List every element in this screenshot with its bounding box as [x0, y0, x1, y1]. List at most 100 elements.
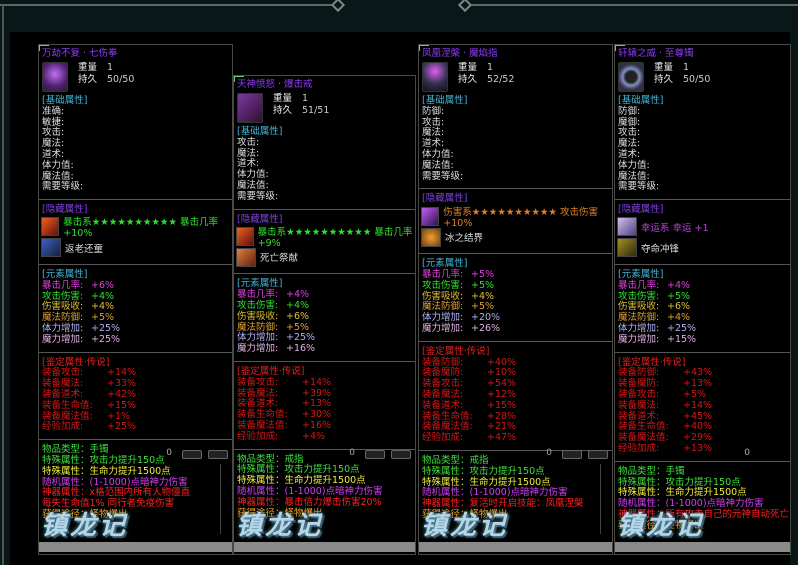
basic-attribute: 需要等级:: [618, 181, 660, 193]
attribute-value: +13%: [302, 398, 332, 410]
item-summary: 重量 1 持久 51/51: [269, 91, 329, 127]
item-summary: 重量 1 持久 50/50: [74, 60, 134, 96]
attribute-value: +40%: [683, 421, 713, 433]
attribute-name: 装备道术:: [422, 399, 464, 411]
element-attribute-row: 魔法防御: +5%: [39, 312, 232, 324]
identify-attribute-row: 装备道术: +45%: [615, 410, 790, 423]
hidden-attributes-header: [隐藏属性]: [42, 204, 88, 216]
background-button[interactable]: [182, 450, 202, 459]
attribute-name: 装备攻击:: [42, 367, 84, 379]
item-info-line: 特殊属性：生命力提升1500点: [42, 465, 171, 477]
element-attribute-row: 暴击几率: +6%: [39, 279, 232, 292]
skill-row: 冰之结界: [421, 227, 612, 247]
attribute-value: +5%: [667, 290, 691, 302]
identify-attribute-row: 装备防御: +40%: [419, 357, 612, 369]
weight-row: 重量 1: [654, 62, 710, 74]
weight-label: 重量: [273, 93, 293, 104]
frame-left: [2, 5, 4, 565]
attribute-name: 魔法防御:: [42, 312, 84, 324]
item-info-line: 神器属性：复活时开启技能：凤凰涅槃: [422, 498, 584, 510]
item-header: 重量 1 持久 51/51: [234, 91, 415, 127]
divider: [234, 360, 415, 362]
identify-attributes-header: [鉴定属性·传说]: [42, 356, 110, 368]
background-scrollbar[interactable]: [600, 464, 606, 534]
background-button[interactable]: [391, 450, 411, 459]
attribute-value: +25%: [91, 322, 121, 334]
durability-label: 持久: [78, 74, 98, 85]
background-scrollbar[interactable]: [220, 464, 226, 534]
divider: [615, 460, 790, 462]
element-attributes-header: [元素属性]: [237, 278, 283, 290]
basic-attribute: 体力值:: [422, 148, 454, 160]
attribute-name: 体力增加:: [422, 312, 464, 324]
attribute-value: +47%: [487, 432, 517, 444]
attribute-name: 装备魔法值:: [237, 419, 288, 431]
identify-attribute-row: 装备生命值: +30%: [234, 409, 415, 421]
sacrifice-skill-icon: [236, 247, 256, 267]
basic-attribute: 攻击:: [618, 127, 641, 139]
basic-attribute: 体力值:: [42, 159, 74, 171]
skill-row: 返老还童: [41, 238, 232, 258]
attribute-name: 装备魔法值:: [618, 432, 669, 444]
logo-bar: [615, 542, 790, 552]
basic-attribute: 防御:: [618, 105, 641, 117]
identify-attribute-row: 装备魔防: +13%: [615, 378, 790, 390]
divider: [234, 208, 415, 210]
basic-attribute: 攻击:: [237, 136, 260, 148]
durability-label: 持久: [654, 74, 674, 85]
item-info-line: 物品类型：戒指: [422, 454, 489, 466]
element-attributes-header: [元素属性]: [618, 268, 664, 280]
identify-attribute-row: 装备魔法值: +29%: [615, 432, 790, 444]
attribute-value: +45%: [683, 410, 713, 422]
durability-row: 持久 51/51: [273, 105, 329, 117]
item-info-line: 获得途径：怪物爆出: [618, 519, 704, 531]
attribute-value: +16%: [302, 419, 332, 431]
basic-attribute: 体力值:: [237, 169, 269, 181]
attribute-name: 装备道术:: [618, 410, 660, 422]
divider: [234, 448, 415, 450]
skill-row: 夺命冲锋: [617, 238, 790, 258]
crit-skill-icon: [236, 226, 254, 246]
identify-attribute-row: 装备魔法: +33%: [39, 378, 232, 390]
attribute-value: +15%: [487, 399, 517, 411]
element-attribute-row: 伤害吸收: +4%: [39, 301, 232, 313]
background-button[interactable]: [588, 450, 608, 459]
durability-value: 51/51: [302, 105, 330, 116]
attribute-name: 经验加成:: [618, 442, 660, 454]
attribute-value: +4%: [91, 290, 115, 302]
element-attribute-row: 魔法防御: +5%: [419, 301, 612, 313]
basic-attribute: 魔法值:: [422, 159, 454, 171]
item-info-line: 随机属性：(1-1000)点暗神力伤害: [42, 476, 188, 488]
skill-text: 死亡祭献: [260, 253, 299, 265]
attribute-name: 攻击伤害:: [237, 299, 279, 311]
attribute-name: 暴击几率:: [618, 279, 660, 291]
identify-attribute-row: 装备魔法值: +1%: [39, 411, 232, 423]
corner-ornament: [419, 45, 429, 51]
basic-attribute: 魔法:: [618, 138, 641, 150]
attribute-value: +6%: [91, 279, 115, 291]
background-button[interactable]: [208, 450, 228, 459]
attribute-value: +5%: [471, 301, 495, 313]
hidden-attributes-header: [隐藏属性]: [422, 193, 468, 205]
identify-attribute-row: 装备魔法: +39%: [234, 388, 415, 400]
attribute-value: +4%: [302, 430, 326, 442]
background-button[interactable]: [562, 450, 582, 459]
luck-skill-icon: [617, 217, 637, 237]
divider: [419, 188, 612, 190]
attribute-value: +26%: [471, 322, 501, 334]
charge-skill-icon: [617, 238, 637, 258]
weight-label: 重量: [654, 62, 674, 73]
durability-label: 持久: [458, 74, 478, 85]
ice-barrier-skill-icon: [421, 227, 441, 247]
basic-attribute: 魔法值:: [42, 170, 74, 182]
attribute-name: 装备魔法值:: [422, 421, 473, 433]
divider: [419, 449, 612, 451]
element-attribute-row: 魔力增加: +15%: [615, 334, 790, 346]
attribute-name: 体力增加:: [618, 322, 660, 334]
logo-bar: [39, 542, 232, 552]
item-info-line: 特殊属性：攻击力提升150点: [422, 465, 545, 477]
attribute-value: +42%: [107, 388, 137, 400]
background-button[interactable]: [365, 450, 385, 459]
attribute-name: 装备攻击:: [237, 376, 279, 388]
item-info-line: 随机属性：(1-1000)点暗神力伤害: [618, 498, 764, 510]
